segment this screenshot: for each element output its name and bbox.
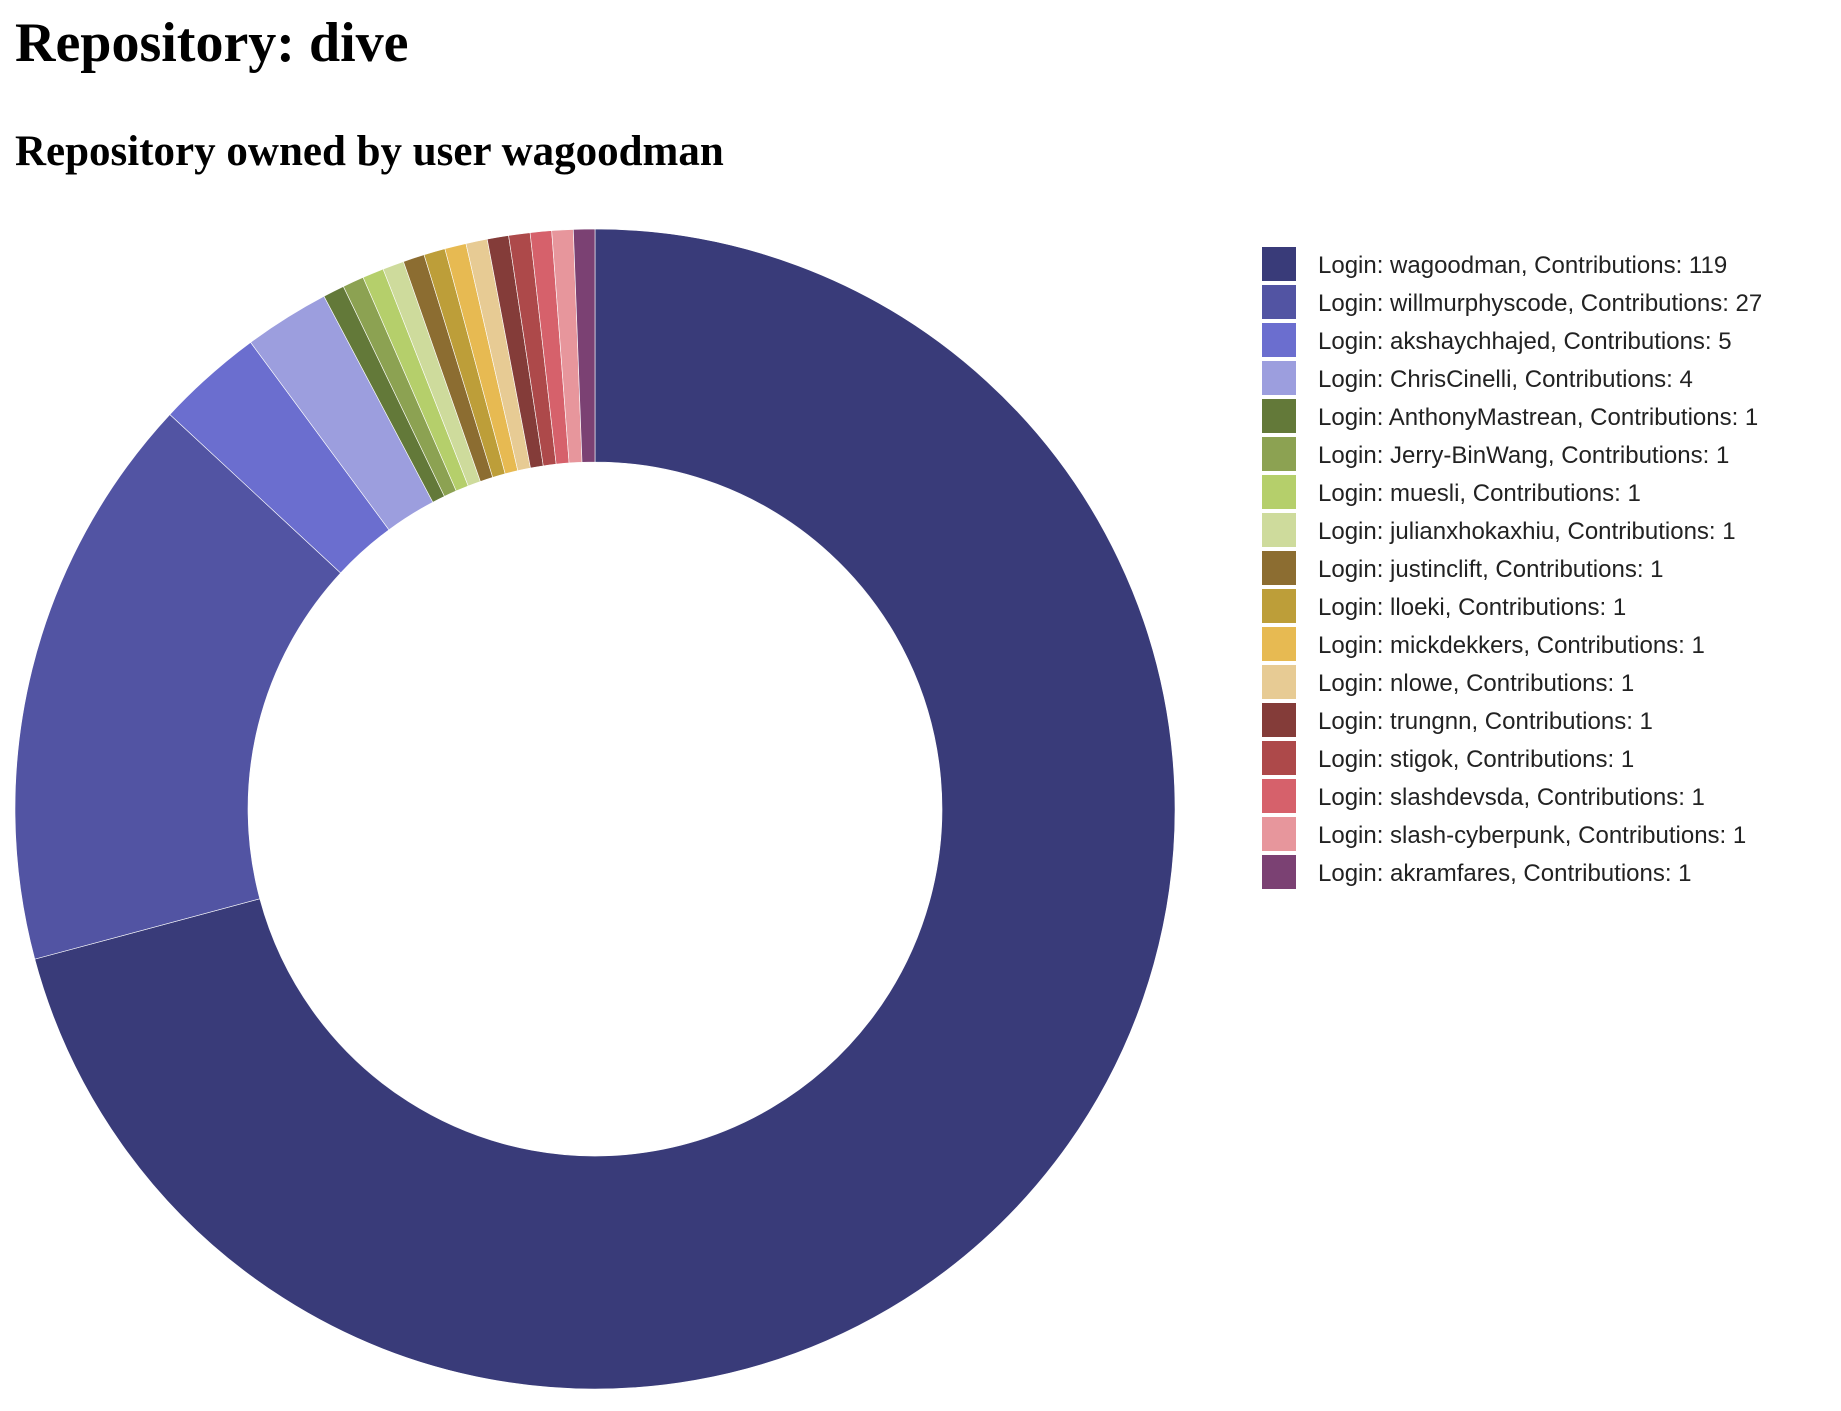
legend-swatch: [1262, 741, 1296, 775]
legend-swatch: [1262, 323, 1296, 357]
legend-item-6[interactable]: Login: Jerry-BinWang, Contributions: 1: [1262, 437, 1729, 471]
legend-item-7[interactable]: Login: muesli, Contributions: 1: [1262, 475, 1641, 509]
legend-label: Login: akramfares, Contributions: 1: [1318, 860, 1692, 887]
legend-label: Login: slash-cyberpunk, Contributions: 1: [1318, 822, 1746, 849]
legend-swatch: [1262, 285, 1296, 319]
legend-label: Login: julianxhokaxhiu, Contributions: 1: [1318, 518, 1736, 545]
legend-swatch: [1262, 551, 1296, 585]
legend-label: Login: trungnn, Contributions: 1: [1318, 708, 1653, 735]
legend-label: Login: ChrisCinelli, Contributions: 4: [1318, 366, 1693, 393]
legend-label: Login: akshaychhajed, Contributions: 5: [1318, 328, 1732, 355]
legend-item-11[interactable]: Login: mickdekkers, Contributions: 1: [1262, 627, 1705, 661]
legend-label: Login: mickdekkers, Contributions: 1: [1318, 632, 1705, 659]
legend-item-4[interactable]: Login: ChrisCinelli, Contributions: 4: [1262, 361, 1693, 395]
legend-label: Login: wagoodman, Contributions: 119: [1318, 252, 1727, 279]
legend-swatch: [1262, 589, 1296, 623]
page-title: Repository: dive: [15, 12, 409, 74]
legend-label: Login: stigok, Contributions: 1: [1318, 746, 1634, 773]
legend-item-17[interactable]: Login: akramfares, Contributions: 1: [1262, 855, 1692, 889]
legend-swatch: [1262, 475, 1296, 509]
donut-slice-17[interactable]: [573, 228, 596, 463]
donut-slices: [14, 228, 1176, 1390]
legend-item-1[interactable]: Login: wagoodman, Contributions: 119: [1262, 247, 1727, 281]
legend-item-9[interactable]: Login: justinclift, Contributions: 1: [1262, 551, 1664, 585]
legend-label: Login: willmurphyscode, Contributions: 2…: [1318, 290, 1762, 317]
legend-swatch: [1262, 513, 1296, 547]
legend-item-8[interactable]: Login: julianxhokaxhiu, Contributions: 1: [1262, 513, 1736, 547]
legend-label: Login: Jerry-BinWang, Contributions: 1: [1318, 442, 1729, 469]
legend-label: Login: AnthonyMastrean, Contributions: 1: [1318, 404, 1758, 431]
donut-slice-1[interactable]: [34, 228, 1176, 1390]
legend-swatch: [1262, 817, 1296, 851]
legend-item-14[interactable]: Login: stigok, Contributions: 1: [1262, 741, 1634, 775]
legend-label: Login: lloeki, Contributions: 1: [1318, 594, 1626, 621]
legend-swatch: [1262, 247, 1296, 281]
legend-item-13[interactable]: Login: trungnn, Contributions: 1: [1262, 703, 1653, 737]
donut-slice-2[interactable]: [14, 414, 342, 960]
legend-label: Login: nlowe, Contributions: 1: [1318, 670, 1634, 697]
legend-swatch: [1262, 437, 1296, 471]
legend-item-15[interactable]: Login: slashdevsda, Contributions: 1: [1262, 779, 1705, 813]
legend-item-3[interactable]: Login: akshaychhajed, Contributions: 5: [1262, 323, 1732, 357]
legend-swatch: [1262, 855, 1296, 889]
legend-swatch: [1262, 779, 1296, 813]
legend-item-16[interactable]: Login: slash-cyberpunk, Contributions: 1: [1262, 817, 1746, 851]
legend-swatch: [1262, 665, 1296, 699]
chart-legend: Login: wagoodman, Contributions: 119 Logi…: [1262, 247, 1762, 889]
legend-label: Login: slashdevsda, Contributions: 1: [1318, 784, 1705, 811]
legend-item-12[interactable]: Login: nlowe, Contributions: 1: [1262, 665, 1634, 699]
legend-swatch: [1262, 361, 1296, 395]
legend-label: Login: muesli, Contributions: 1: [1318, 480, 1641, 507]
legend-swatch: [1262, 399, 1296, 433]
legend-label: Login: justinclift, Contributions: 1: [1318, 556, 1664, 583]
legend-item-10[interactable]: Login: lloeki, Contributions: 1: [1262, 589, 1626, 623]
legend-swatch: [1262, 703, 1296, 737]
page-subtitle: Repository owned by user wagoodman: [15, 128, 724, 175]
legend-swatch: [1262, 627, 1296, 661]
legend-item-5[interactable]: Login: AnthonyMastrean, Contributions: 1: [1262, 399, 1758, 433]
legend-item-2[interactable]: Login: willmurphyscode, Contributions: 2…: [1262, 285, 1762, 319]
